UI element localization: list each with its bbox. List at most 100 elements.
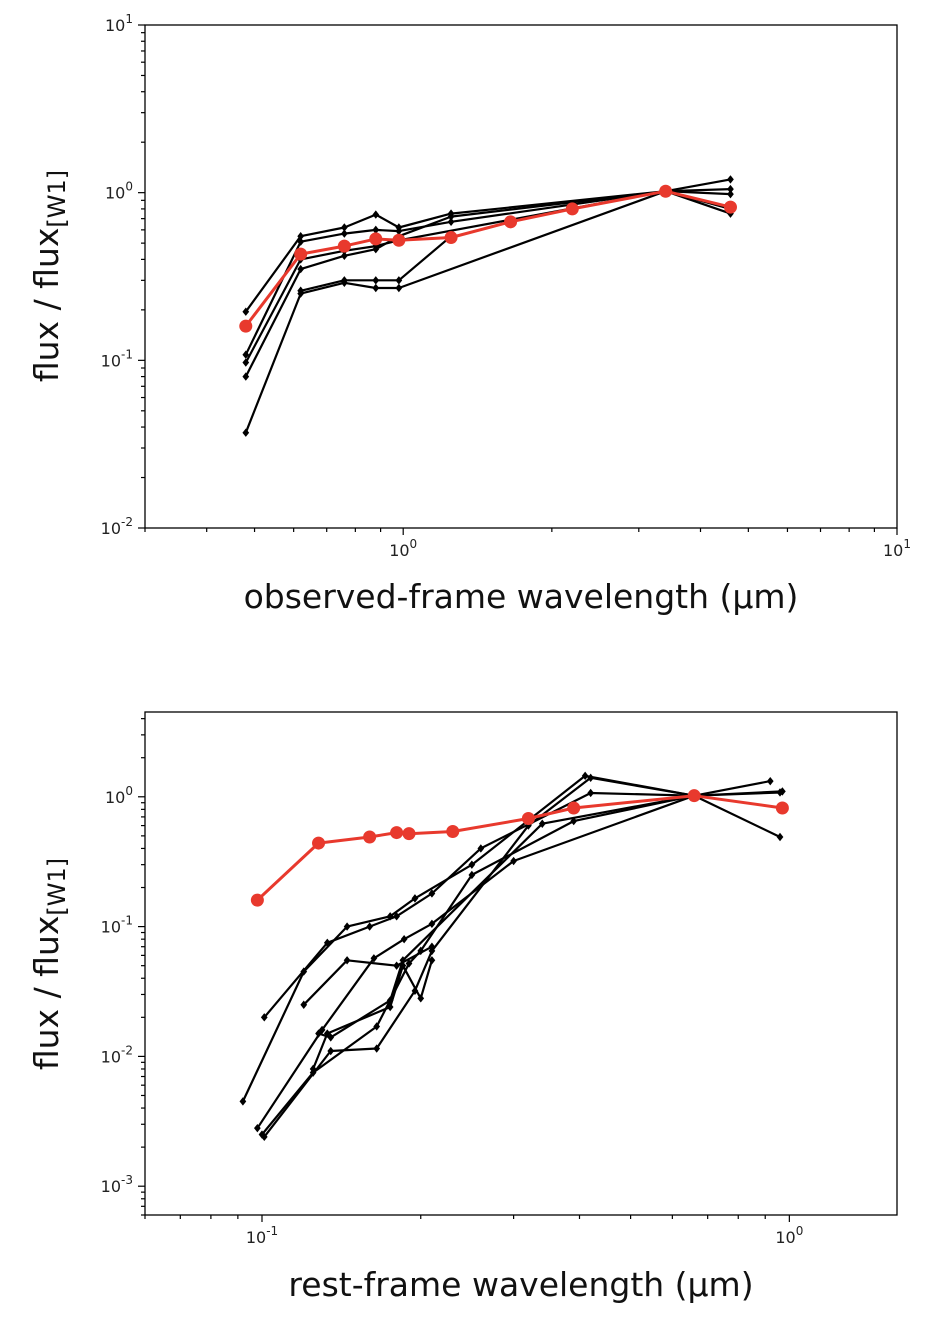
data-point-source-4 <box>776 832 784 842</box>
x-axis-title-rest: rest-frame wavelength (µm) <box>288 1265 753 1304</box>
data-point-source-1 <box>297 231 305 241</box>
x-tick-label: 100 <box>389 537 417 560</box>
data-point-source-4 <box>372 245 380 254</box>
series-line-mean <box>256 794 783 902</box>
series-source-6 <box>309 956 436 1074</box>
data-point-mean <box>402 827 416 841</box>
series-line-source-1 <box>241 774 771 1102</box>
data-point-source-4 <box>417 946 425 956</box>
x-tick-base: 10 <box>883 541 903 560</box>
data-point-source-7 <box>538 819 546 828</box>
data-point-source-2 <box>447 217 455 227</box>
y-tick-exponent: 0 <box>125 784 133 798</box>
data-point-source-1 <box>468 860 476 869</box>
data-point-source-3 <box>428 919 436 929</box>
data-point-source-1 <box>386 912 394 921</box>
series-source-6 <box>297 231 455 295</box>
data-point-source-1 <box>727 175 734 184</box>
y-tick-exponent: -1 <box>121 347 133 361</box>
data-point-source-6 <box>372 276 380 285</box>
series-line-source-4 <box>261 794 781 1136</box>
data-point-source-4 <box>373 1022 381 1031</box>
data-point-source-6 <box>297 286 305 295</box>
data-point-source-6 <box>417 994 425 1003</box>
y-tick-label: 10-1 <box>101 914 133 937</box>
series-line-source-6 <box>312 959 433 1070</box>
x-tick-base: 10 <box>775 1228 795 1247</box>
data-point-mean <box>390 826 404 840</box>
series-source-5 <box>260 773 698 1142</box>
x-tick-exponent: 0 <box>410 537 418 551</box>
data-point-mean <box>687 789 701 803</box>
x-tick-label: 10-1 <box>246 1224 278 1247</box>
y-axis-title-observed-sub: [W1] <box>43 170 71 228</box>
data-point-source-1 <box>372 210 380 219</box>
data-point-source-3 <box>510 856 517 866</box>
series-source-1 <box>242 175 734 316</box>
data-point-source-8 <box>393 961 400 970</box>
data-point-source-4 <box>297 264 305 274</box>
data-point-mean <box>312 836 326 850</box>
data-point-source-5 <box>373 1044 381 1053</box>
y-tick-label: 101 <box>105 12 133 35</box>
data-point-source-1 <box>340 223 348 232</box>
y-axis-title-rest-main: flux / flux <box>27 916 66 1071</box>
series-mean <box>250 789 789 907</box>
series-line-source-2 <box>244 188 731 356</box>
y-tick-base: 10 <box>105 16 125 35</box>
data-point-source-3 <box>254 1123 261 1133</box>
data-point-source-7 <box>315 1029 322 1038</box>
data-point-source-3 <box>400 934 408 944</box>
series-line-source-1 <box>244 178 731 313</box>
series-mean <box>239 184 737 333</box>
data-point-source-5 <box>327 1046 335 1056</box>
plot-frame-observed <box>144 24 898 529</box>
y-tick-base: 10 <box>101 519 121 538</box>
data-point-source-5 <box>242 428 250 437</box>
y-tick-base: 10 <box>105 184 125 203</box>
data-point-source-5 <box>587 773 595 783</box>
data-point-source-3 <box>318 1025 326 1035</box>
series-line-source-8 <box>303 945 433 1006</box>
data-point-source-2 <box>366 922 373 931</box>
x-tick-exponent: 1 <box>903 537 911 551</box>
x-tick-base: 10 <box>246 1228 266 1247</box>
series-source-3 <box>242 187 734 367</box>
data-point-source-1 <box>343 922 351 931</box>
y-tick-label: 100 <box>105 180 133 203</box>
data-point-source-1 <box>239 1097 247 1106</box>
data-point-mean <box>369 232 383 246</box>
y-tick-exponent: -2 <box>121 515 133 529</box>
data-point-source-7 <box>327 1033 335 1042</box>
data-point-mean <box>239 319 253 333</box>
y-tick-base: 10 <box>101 1177 121 1196</box>
data-point-mean <box>446 825 460 839</box>
data-point-source-5 <box>395 283 403 293</box>
series-line-source-5 <box>263 776 695 1138</box>
x-tick-label: 101 <box>883 537 911 560</box>
data-point-mean <box>363 830 377 844</box>
y-axis-title-rest: flux / flux[W1] <box>27 858 71 1070</box>
data-point-source-2 <box>260 1013 268 1022</box>
data-point-mean <box>337 239 351 253</box>
y-tick-exponent: -2 <box>121 1043 133 1057</box>
data-point-source-1 <box>411 894 419 903</box>
y-tick-exponent: -3 <box>121 1173 133 1187</box>
data-point-source-8 <box>343 956 351 965</box>
y-tick-base: 10 <box>101 918 121 937</box>
plot-frame-rest <box>144 711 898 1216</box>
data-point-source-2 <box>395 226 403 236</box>
data-point-source-2 <box>242 350 250 359</box>
data-point-source-4 <box>242 372 250 381</box>
y-tick-label: 10-3 <box>101 1173 133 1196</box>
data-point-mean <box>659 184 673 198</box>
series-source-2 <box>242 184 734 359</box>
data-point-mean <box>723 200 737 214</box>
data-point-source-4 <box>570 816 578 826</box>
data-point-source-2 <box>340 229 348 238</box>
x-axis-title-observed: observed-frame wavelength (µm) <box>244 577 799 616</box>
